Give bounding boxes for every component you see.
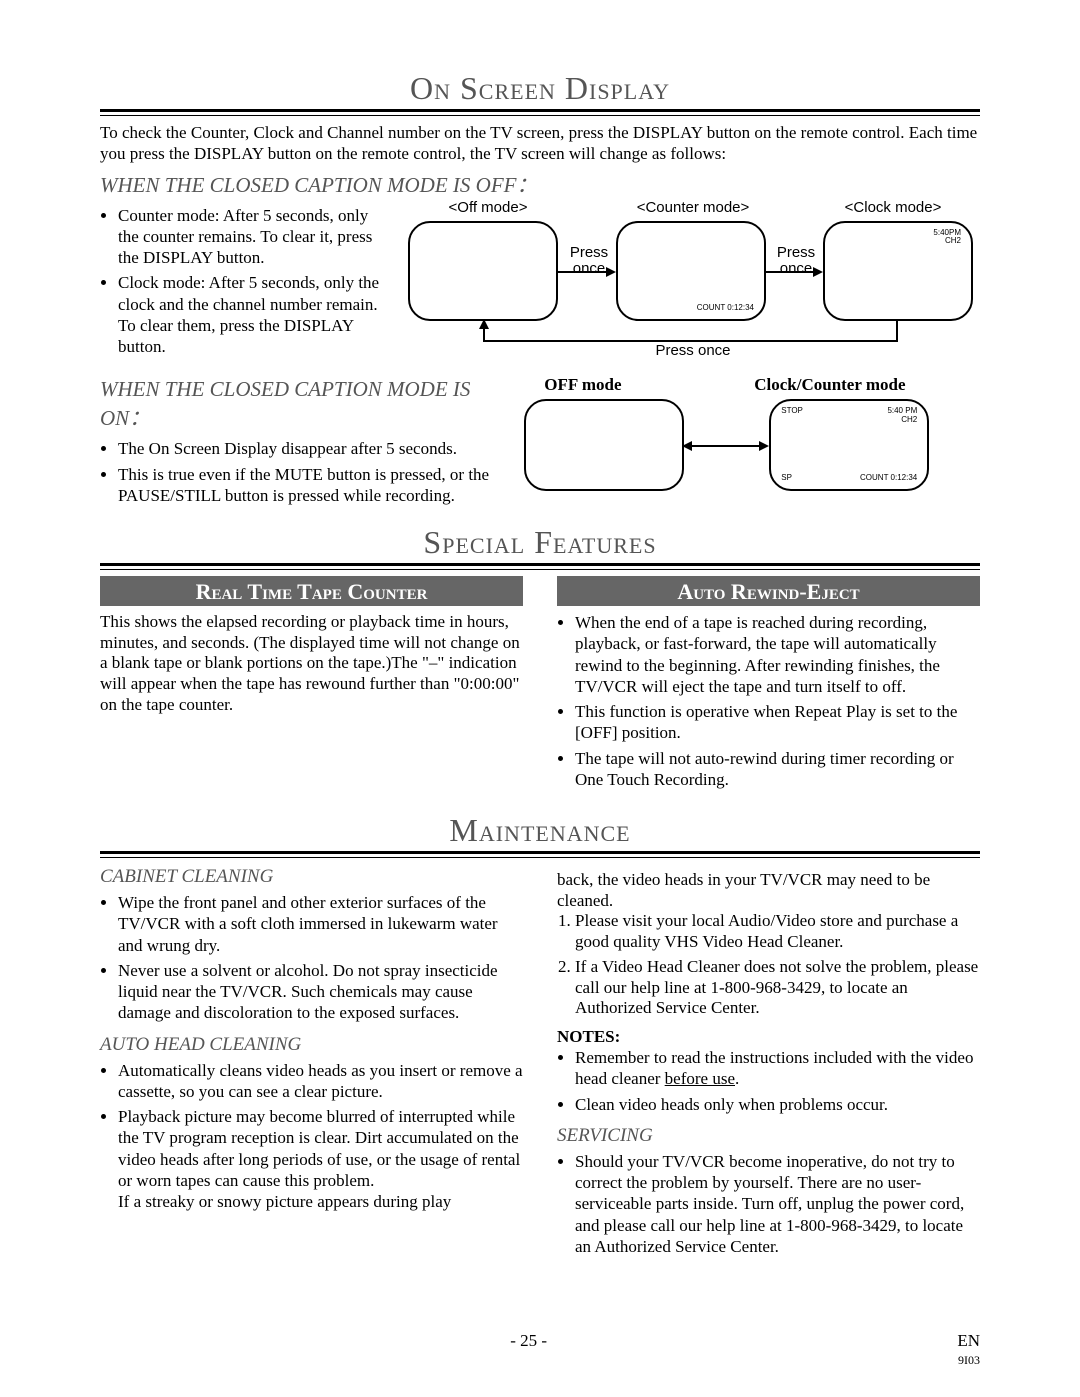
list-item: The On Screen Display disappear after 5 … [118, 438, 506, 459]
cc-off-heading: WHEN THE CLOSED CAPTION MODE IS OFF： [100, 169, 980, 199]
cabinet-heading: CABINET CLEANING [100, 866, 523, 888]
list-item: If a Video Head Cleaner does not solve t… [575, 957, 980, 1019]
page-number: - 25 - [510, 1331, 547, 1351]
doc-code: 9I03 [958, 1353, 980, 1368]
auto-rewind-header: Auto Rewind-Eject [557, 576, 980, 606]
press-once-1: Pressonce [564, 245, 614, 278]
cc-off-list: Counter mode: After 5 seconds, only the … [118, 205, 390, 358]
label-clock-mode: <Clock mode> [823, 199, 963, 216]
servicing-heading: SERVICING [557, 1125, 980, 1147]
special-title: Special Features [100, 524, 980, 561]
list-item: Wipe the front panel and other exterior … [118, 892, 523, 956]
tape-counter-body: This shows the elapsed recording or play… [100, 612, 523, 716]
cabinet-list: Wipe the front panel and other exterior … [118, 892, 523, 1024]
list-item: This is true even if the MUTE button is … [118, 464, 506, 507]
list-item: When the end of a tape is reached during… [575, 612, 980, 697]
notes-list: Remember to read the instructions includ… [575, 1047, 980, 1115]
autohead-steps: Please visit your local Audio/Video stor… [557, 911, 980, 1019]
clock-time: 5:40PMCH2 [933, 229, 961, 247]
stop-text: STOP [781, 407, 803, 416]
count-text: COUNT 0:12:34 [697, 304, 754, 313]
list-item: This function is operative when Repeat P… [575, 701, 980, 744]
osd-title: On Screen Display [100, 70, 980, 107]
tape-counter-header: Real Time Tape Counter [100, 576, 523, 606]
label-off-mode: <Off mode> [418, 199, 558, 216]
servicing-list: Should your TV/VCR become inoperative, d… [575, 1151, 980, 1257]
cc-on-heading: WHEN THE CLOSED CAPTION MODE IS ON： [100, 377, 506, 432]
count-text-2: COUNT 0:12:34 [860, 474, 917, 483]
off-mode-label: OFF mode [544, 375, 621, 395]
cc-on-list: The On Screen Display disappear after 5 … [118, 438, 506, 506]
list-item: The tape will not auto-rewind during tim… [575, 748, 980, 791]
sp-text: SP [781, 474, 792, 483]
list-item: Should your TV/VCR become inoperative, d… [575, 1151, 980, 1257]
rule [100, 851, 980, 858]
press-once-3: Press once [638, 343, 748, 360]
autohead-list: Automatically cleans video heads as you … [118, 1060, 523, 1213]
rule [100, 563, 980, 570]
notes-label: NOTES: [557, 1027, 980, 1047]
list-item: Clean video heads only when problems occ… [575, 1094, 980, 1115]
cc-mode-label: Clock/Counter mode [754, 375, 905, 395]
osd-intro: To check the Counter, Clock and Channel … [100, 122, 980, 165]
diagram-cc-on: OFF mode Clock/Counter mode STOP 5:40 PM… [524, 377, 980, 497]
rule [100, 109, 980, 116]
list-item: Automatically cleans video heads as you … [118, 1060, 523, 1103]
autohead-continue: back, the video heads in your TV/VCR may… [557, 870, 980, 911]
list-item: Please visit your local Audio/Video stor… [575, 911, 980, 952]
clock-text: 5:40 PMCH2 [887, 407, 917, 425]
press-once-2: Pressonce [771, 245, 821, 278]
list-item: Counter mode: After 5 seconds, only the … [118, 205, 390, 269]
list-item: Clock mode: After 5 seconds, only the cl… [118, 272, 390, 357]
list-item: Remember to read the instructions includ… [575, 1047, 980, 1090]
page-footer: - 25 - EN 9I03 [100, 1331, 980, 1351]
list-item: Playback picture may become blurred of i… [118, 1106, 523, 1212]
maint-title: Maintenance [100, 812, 980, 849]
autohead-heading: AUTO HEAD CLEANING [100, 1034, 523, 1056]
label-counter-mode: <Counter mode> [618, 199, 768, 216]
lang-code: EN [957, 1331, 980, 1351]
diagram-cc-off: <Off mode> <Counter mode> <Clock mode> C… [408, 205, 978, 360]
list-item: Never use a solvent or alcohol. Do not s… [118, 960, 523, 1024]
auto-rewind-list: When the end of a tape is reached during… [575, 612, 980, 790]
